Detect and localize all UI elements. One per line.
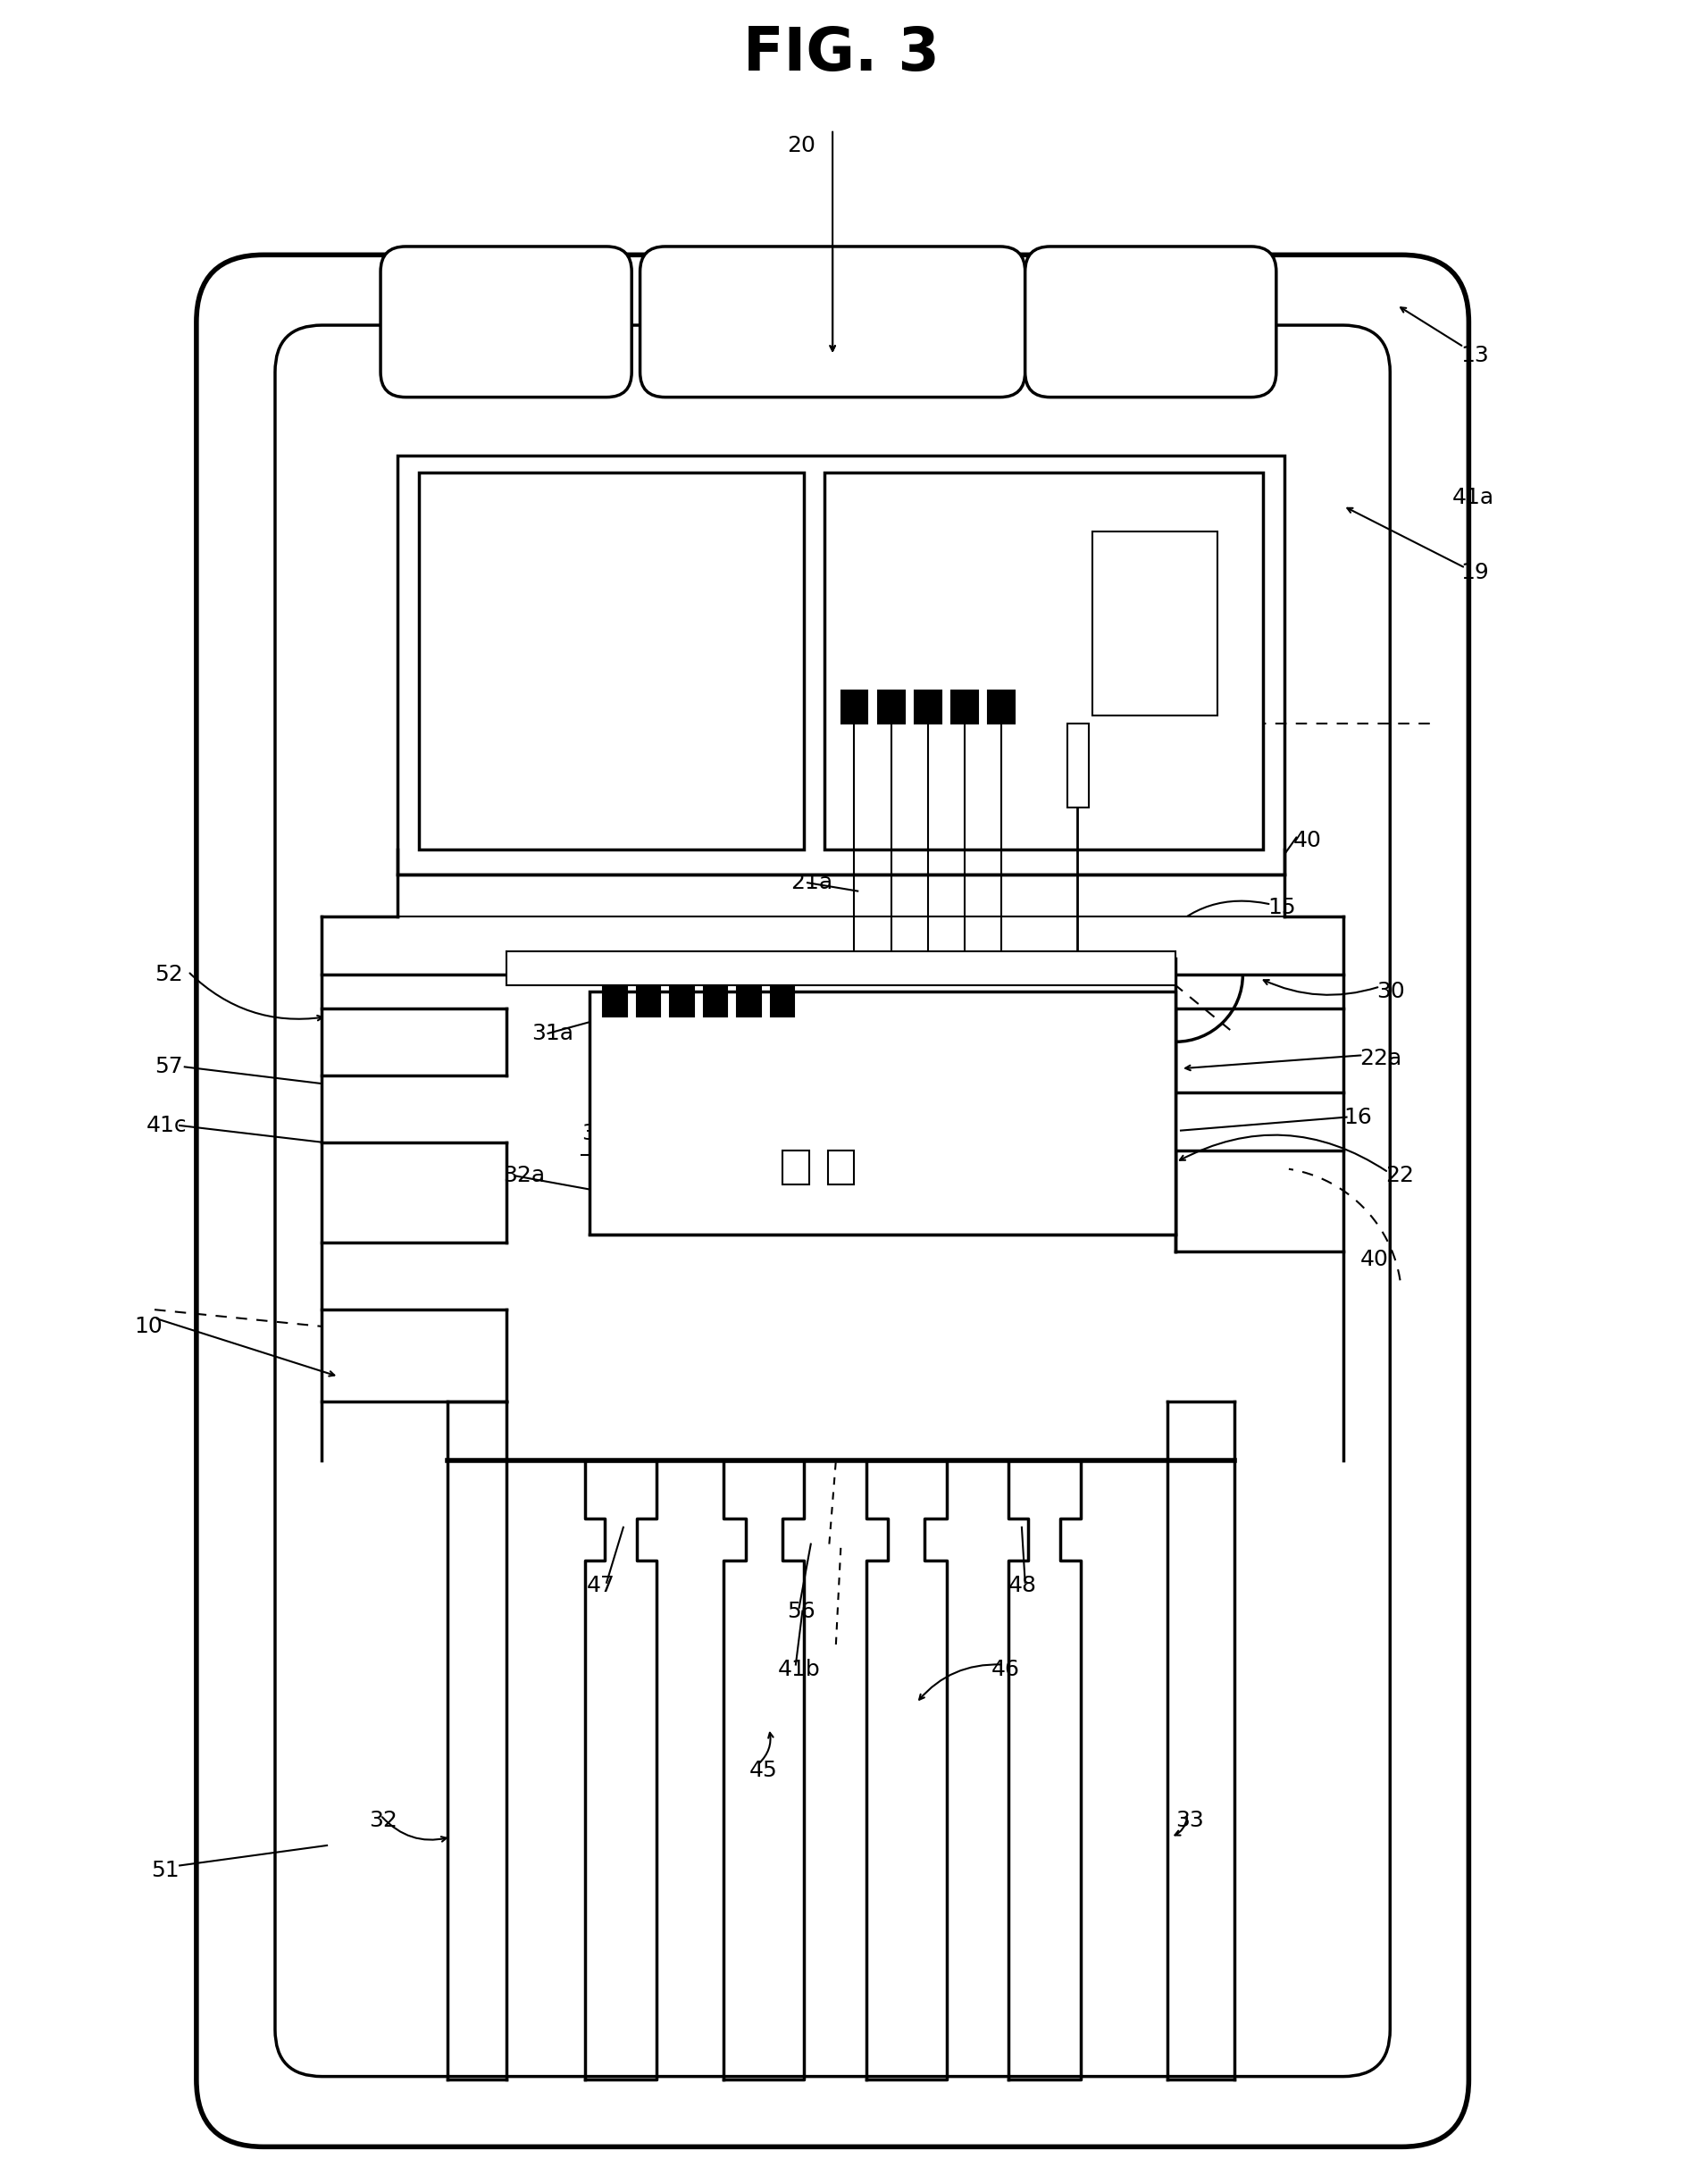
- Text: 32: 32: [368, 1811, 397, 1830]
- Bar: [669, 987, 693, 1018]
- FancyBboxPatch shape: [640, 247, 1024, 397]
- Text: 19: 19: [1459, 561, 1488, 583]
- Bar: [770, 987, 793, 1018]
- Bar: [827, 1151, 854, 1184]
- Text: 22: 22: [1385, 1164, 1414, 1186]
- Text: 40: 40: [1360, 1249, 1389, 1271]
- Text: 47: 47: [587, 1575, 615, 1597]
- Text: 42: 42: [765, 812, 793, 834]
- Bar: [603, 987, 627, 1018]
- Bar: [506, 952, 1175, 985]
- Text: 15: 15: [1267, 898, 1296, 919]
- Text: 20: 20: [787, 135, 815, 157]
- Bar: [703, 987, 726, 1018]
- Text: 21: 21: [672, 629, 701, 651]
- Text: +: +: [773, 695, 790, 712]
- Text: 21a: 21a: [790, 871, 832, 893]
- Bar: [1091, 531, 1217, 716]
- Bar: [988, 690, 1015, 723]
- Bar: [590, 992, 1175, 1234]
- FancyBboxPatch shape: [1024, 247, 1276, 397]
- Text: 31a: 31a: [531, 1022, 573, 1044]
- Bar: [637, 987, 659, 1018]
- Bar: [782, 1151, 809, 1184]
- Bar: [419, 472, 804, 850]
- Text: 26: 26: [1234, 561, 1262, 583]
- Text: 41c: 41c: [146, 1114, 187, 1136]
- Bar: [877, 690, 904, 723]
- FancyBboxPatch shape: [380, 247, 632, 397]
- Text: 52: 52: [155, 963, 183, 985]
- FancyBboxPatch shape: [276, 325, 1389, 2077]
- Bar: [321, 917, 1343, 974]
- Text: FIG. 3: FIG. 3: [743, 24, 938, 83]
- Text: 30: 30: [1377, 981, 1404, 1002]
- Bar: [824, 472, 1262, 850]
- Text: 22a: 22a: [1360, 1048, 1402, 1070]
- Text: 31: 31: [582, 1123, 610, 1144]
- Text: 28: 28: [481, 712, 509, 734]
- Text: 51: 51: [151, 1861, 180, 1880]
- Bar: [914, 690, 941, 723]
- Bar: [840, 690, 867, 723]
- Text: 35: 35: [1088, 1149, 1116, 1171]
- Text: 40: 40: [1293, 830, 1321, 852]
- Text: 33: 33: [1175, 1811, 1204, 1830]
- Text: 10: 10: [134, 1315, 163, 1337]
- Text: 13: 13: [1459, 345, 1488, 367]
- Text: IV: IV: [913, 699, 931, 716]
- Text: IV: IV: [956, 1138, 975, 1155]
- Text: 25: 25: [1242, 496, 1271, 518]
- Text: 56: 56: [787, 1601, 815, 1623]
- Text: 57: 57: [155, 1057, 183, 1077]
- Text: 41a: 41a: [1451, 487, 1493, 509]
- Text: 16: 16: [1343, 1107, 1372, 1127]
- Text: 48: 48: [1009, 1575, 1037, 1597]
- Bar: [1066, 723, 1088, 808]
- Text: 41b: 41b: [777, 1660, 820, 1679]
- Text: +: +: [817, 1136, 834, 1153]
- Text: 46: 46: [992, 1660, 1020, 1679]
- Text: 43: 43: [640, 922, 667, 943]
- FancyBboxPatch shape: [197, 256, 1468, 2147]
- Text: 32a: 32a: [503, 1164, 545, 1186]
- Bar: [951, 690, 978, 723]
- Text: 45: 45: [748, 1760, 777, 1780]
- Bar: [736, 987, 760, 1018]
- Bar: [397, 456, 1284, 874]
